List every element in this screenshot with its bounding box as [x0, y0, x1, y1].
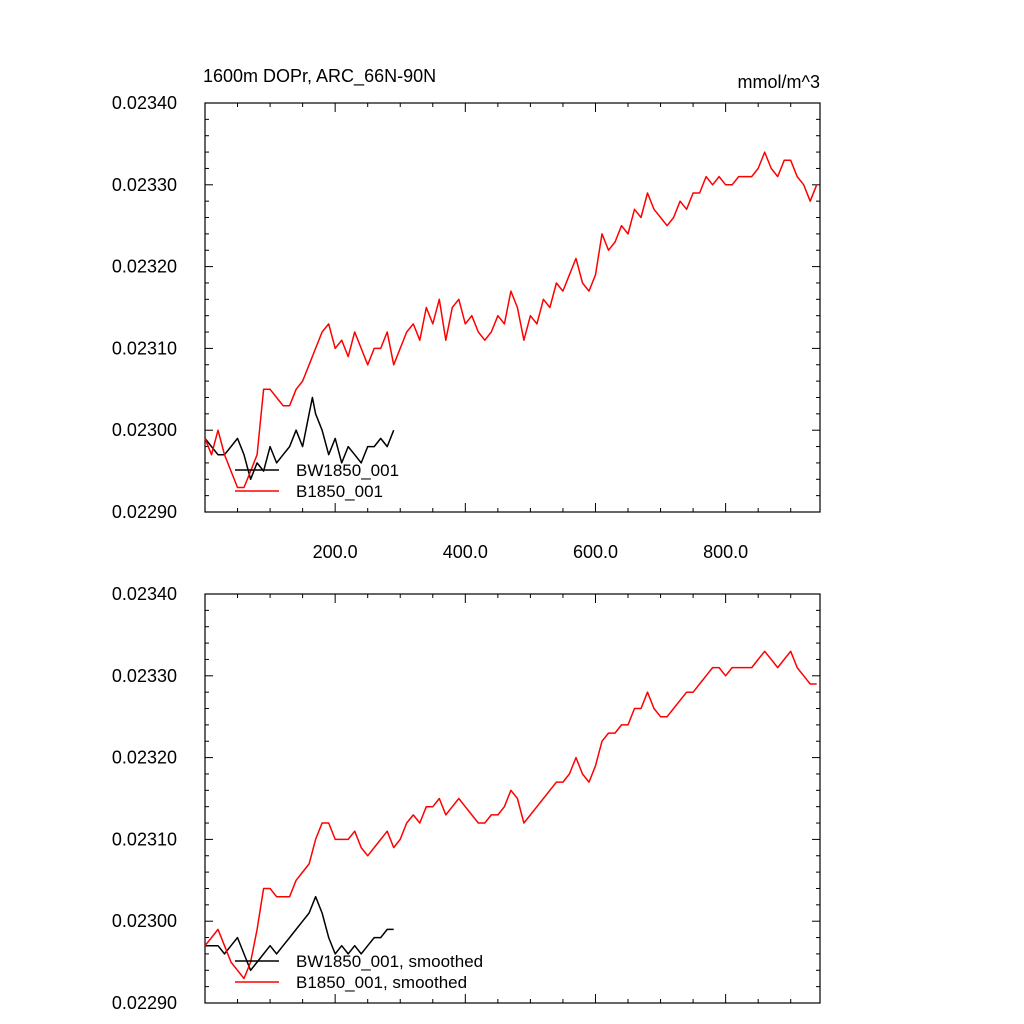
plot-frame — [204, 102, 821, 513]
y-tick-label: 0.02290 — [112, 993, 177, 1013]
y-tick-label: 0.02320 — [112, 748, 177, 768]
y-tick-label: 0.02300 — [112, 420, 177, 440]
top-panel: 0.02340 0.02330 0.02320 0.02310 0.02300 0.022… — [112, 93, 821, 562]
x-tick-label: 200.0 — [313, 542, 358, 562]
y-tick-label: 0.02330 — [112, 666, 177, 686]
y-tick-label: 0.02310 — [112, 829, 177, 849]
legend-label: B1850_001, smoothed — [296, 973, 467, 992]
y-tick-label: 0.02320 — [112, 257, 177, 277]
y-tick-label: 0.02340 — [112, 93, 177, 113]
legend-label: B1850_001 — [296, 482, 383, 501]
y-tick-label: 0.02340 — [112, 584, 177, 604]
units-label: mmol/m^3 — [738, 72, 820, 92]
series-line-bw1850 — [205, 895, 394, 972]
plot-frame — [204, 593, 821, 1004]
legend-label: BW1850_001, smoothed — [296, 952, 483, 971]
y-tick-label: 0.02290 — [112, 502, 177, 522]
series-line-b1850 — [204, 151, 818, 489]
x-tick-label: 400.0 — [443, 542, 488, 562]
chart-title: 1600m DOPr, ARC_66N-90N — [203, 66, 436, 87]
y-tick-label: 0.02330 — [112, 175, 177, 195]
y-tick-label: 0.02310 — [112, 338, 177, 358]
series-line-bw1850 — [204, 396, 395, 481]
legend-label: BW1850_001 — [296, 461, 399, 480]
x-tick-label: 800.0 — [703, 542, 748, 562]
series-line-b1850 — [204, 650, 817, 980]
x-tick-label: 600.0 — [573, 542, 618, 562]
y-tick-label: 0.02300 — [112, 911, 177, 931]
bottom-panel: 0.02340 0.02330 0.02320 0.02310 0.02300 0.022… — [112, 584, 821, 1013]
